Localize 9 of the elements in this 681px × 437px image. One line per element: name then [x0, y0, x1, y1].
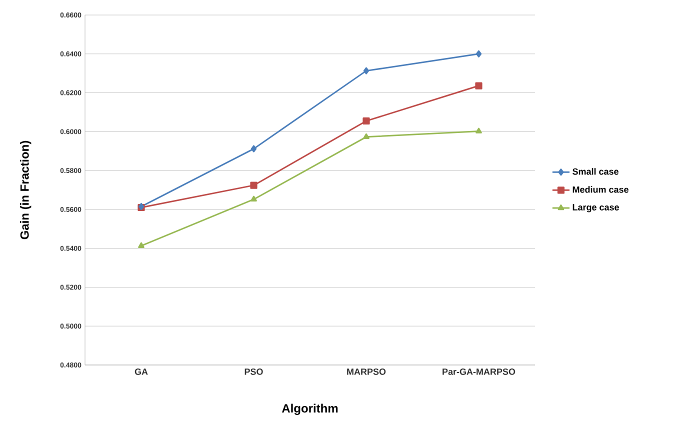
x-tick-label: GA — [134, 368, 148, 375]
legend-label: Small case — [572, 168, 618, 175]
legend-label: Medium case — [572, 186, 628, 193]
x-tick-label: MARPSO — [347, 368, 386, 375]
x-tick-label: Par-GA-MARPSO — [442, 368, 516, 375]
x-axis-title: Algorithm — [282, 404, 338, 415]
legend-label: Large case — [572, 204, 619, 212]
y-axis-title: Gain (in Fraction) — [20, 140, 32, 240]
x-tick-label: PSO — [244, 368, 263, 375]
